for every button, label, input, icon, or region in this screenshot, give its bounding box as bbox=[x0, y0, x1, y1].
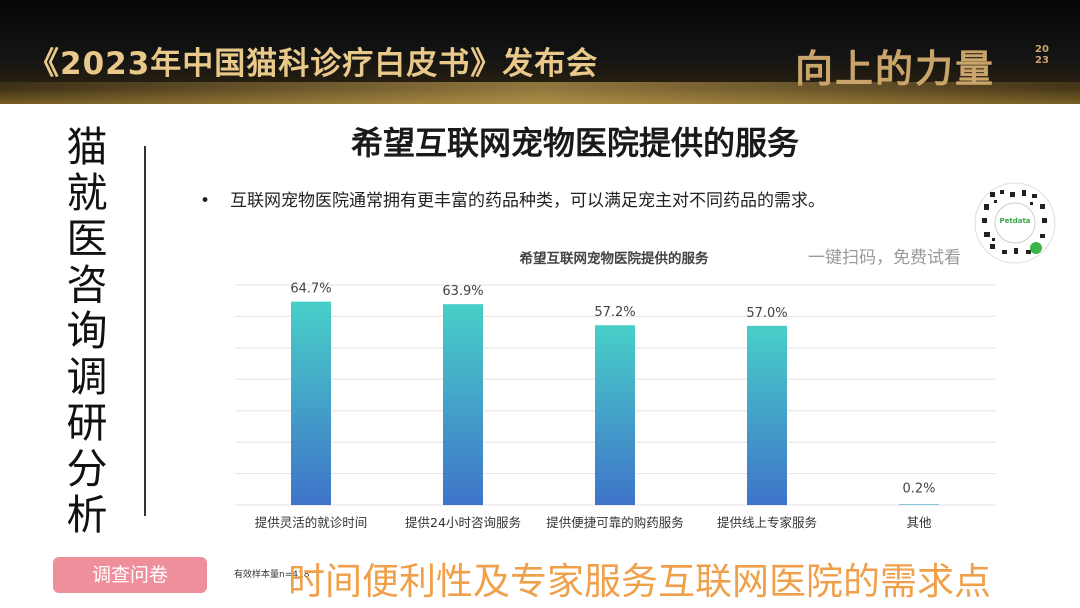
bar-0 bbox=[291, 301, 331, 505]
header-banner: 《2023年中国猫科诊疗白皮书》发布会 向上的力量 2023 bbox=[0, 0, 1080, 104]
qr-brand-logo: Petdata bbox=[999, 217, 1030, 225]
banner-glow bbox=[0, 82, 1080, 104]
sample-size-note: 有效样本量n=418 bbox=[234, 570, 310, 580]
bullet-text: 互联网宠物医院通常拥有更丰富的药品种类，可以满足宠主对不同药品的需求。 bbox=[230, 191, 825, 211]
bar-3 bbox=[747, 325, 787, 505]
bullet-dot-icon: • bbox=[200, 191, 211, 211]
category-label-0: 提供灵活的就诊时间 bbox=[255, 515, 368, 530]
chart-value-labels: 64.7% 63.9% 57.2% 57.0% 0.2% bbox=[290, 282, 935, 497]
value-label-4: 0.2% bbox=[902, 481, 935, 496]
slogan-logo: 向上的力量 bbox=[795, 47, 996, 91]
chart-title: 希望互联网宠物医院提供的服务 bbox=[520, 250, 709, 267]
category-label-2: 提供便捷可靠的购药服务 bbox=[546, 515, 684, 530]
event-title: 《2023年中国猫科诊疗白皮书》发布会 bbox=[28, 46, 599, 82]
vertical-divider bbox=[144, 146, 146, 516]
chart-category-labels: 提供灵活的就诊时间 提供24小时咨询服务 提供便捷可靠的购药服务 提供线上专家服务 其他 bbox=[255, 515, 932, 530]
chart-bars bbox=[291, 301, 939, 505]
value-label-0: 64.7% bbox=[290, 282, 331, 297]
bar-2 bbox=[595, 325, 635, 505]
conclusion-text: 时间便利性及专家服务互联网医院的需求点 bbox=[288, 560, 991, 603]
category-label-4: 其他 bbox=[906, 515, 932, 530]
value-label-2: 57.2% bbox=[594, 305, 635, 320]
value-label-3: 57.0% bbox=[746, 306, 787, 321]
bar-4 bbox=[899, 504, 939, 505]
bullet-point: • 互联网宠物医院通常拥有更丰富的药品种类，可以满足宠主对不同药品的需求。 bbox=[200, 186, 825, 211]
survey-button[interactable]: 调查问卷 bbox=[53, 557, 207, 593]
value-label-1: 63.9% bbox=[442, 284, 483, 299]
slide-title: 希望互联网宠物医院提供的服务 bbox=[350, 124, 799, 162]
qr-caption: 一键扫码，免费试看 bbox=[808, 248, 961, 268]
qr-code-icon[interactable]: Petdata bbox=[974, 182, 1056, 264]
category-label-1: 提供24小时咨询服务 bbox=[405, 515, 521, 530]
slogan-year: 2023 bbox=[1035, 44, 1049, 66]
bar-1 bbox=[443, 304, 483, 505]
category-label-3: 提供线上专家服务 bbox=[717, 515, 817, 530]
vertical-section-title: 猫就医 咨询调研分析 bbox=[66, 123, 108, 539]
